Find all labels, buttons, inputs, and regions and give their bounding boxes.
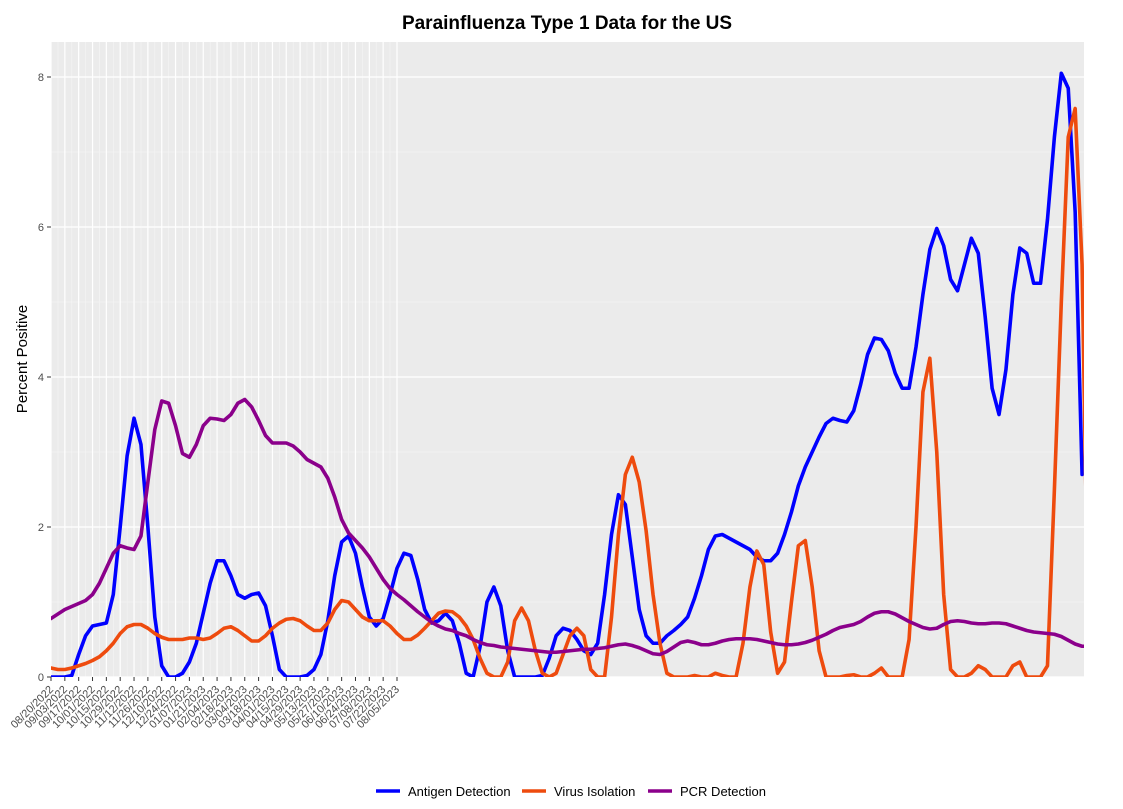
- series-line-pcr-detection: [51, 397, 1084, 657]
- legend: Antigen Detection Virus Isolation PCR Dete…: [376, 784, 766, 799]
- x-axis-ticks: 08/20/202209/03/202209/17/202210/01/2022…: [9, 677, 402, 731]
- chart-title: Parainfluenza Type 1 Data for the US: [402, 13, 732, 34]
- legend-label-antigen-detection: Antigen Detection: [408, 784, 511, 799]
- legend-label-virus-isolation: Virus Isolation: [554, 784, 635, 799]
- minor-gridlines-x: [57, 42, 391, 677]
- legend-label-pcr-detection: PCR Detection: [680, 784, 766, 799]
- y-tick-label: 4: [38, 372, 44, 384]
- series-line-virus-isolation: [51, 106, 1084, 677]
- y-tick-label: 6: [38, 222, 44, 234]
- y-axis-ticks: 0 2 4 6 8: [38, 72, 51, 684]
- y-tick-label: 8: [38, 72, 44, 84]
- series-line-antigen-detection: [51, 71, 1084, 677]
- series-layer: [51, 71, 1084, 677]
- y-tick-label: 2: [38, 522, 44, 534]
- y-tick-label: 0: [38, 672, 44, 684]
- y-axis-label: Percent Positive: [14, 305, 31, 413]
